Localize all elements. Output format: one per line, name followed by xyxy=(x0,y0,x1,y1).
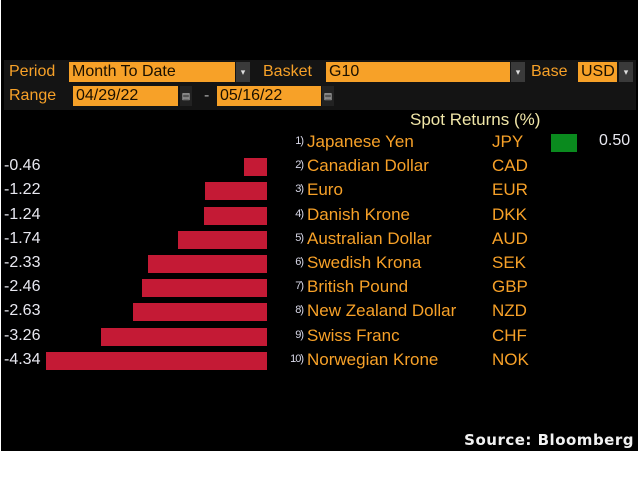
chart-row[interactable]: -2.33 6) Swedish Krona SEK xyxy=(1,252,638,276)
value-label: -1.22 xyxy=(4,181,41,199)
chart-row[interactable]: -1.22 3) Euro EUR xyxy=(1,179,638,203)
period-dropdown-icon[interactable]: ▾ xyxy=(236,62,250,82)
currency-name: Japanese Yen xyxy=(307,132,414,151)
calendar-icon[interactable]: ▤ xyxy=(180,86,192,106)
period-select[interactable]: Month To Date xyxy=(69,62,235,82)
rank-label: 5) xyxy=(295,231,304,244)
negative-bar xyxy=(141,279,267,298)
currency-name: Canadian Dollar xyxy=(307,156,429,176)
chart-row[interactable]: 0.50 1) Japanese Yen JPY xyxy=(1,131,638,155)
value-label: -1.74 xyxy=(4,229,41,247)
rank-label: 7) xyxy=(295,280,304,293)
source-label: Source: Bloomberg xyxy=(464,431,634,449)
base-select[interactable]: USD xyxy=(578,62,617,82)
rank-label: 2) xyxy=(295,159,304,172)
rank-label: 8) xyxy=(295,304,304,317)
period-label: Period xyxy=(9,63,56,80)
value-label: -4.34 xyxy=(4,350,41,368)
rank-label: 1) xyxy=(295,135,304,147)
currency-code: SEK xyxy=(492,253,527,272)
calendar-icon[interactable]: ▤ xyxy=(322,86,334,106)
currency-name: Danish Krone xyxy=(307,204,411,224)
chart-row[interactable]: -3.26 9) Swiss Franc CHF xyxy=(1,325,638,349)
value-label: -2.33 xyxy=(4,254,41,271)
currency-name: Australian Dollar xyxy=(307,228,432,248)
currency-name: Swiss Franc xyxy=(307,325,400,345)
currency-code: EUR xyxy=(492,180,528,200)
rank-label: 3) xyxy=(295,183,304,196)
currency-name: Euro xyxy=(307,180,343,200)
chart-row[interactable]: -2.63 8) New Zealand Dollar NZD xyxy=(1,300,638,324)
basket-select[interactable]: G10 xyxy=(326,62,510,82)
value-label: -3.26 xyxy=(4,326,41,344)
currency-name: Swedish Krona xyxy=(307,253,422,272)
currency-code: CHF xyxy=(492,325,527,345)
chart-row[interactable]: -0.46 2) Canadian Dollar CAD xyxy=(1,155,638,179)
basket-label: Basket xyxy=(263,63,312,80)
range-start-input[interactable]: 04/29/22 xyxy=(73,86,178,106)
negative-bar xyxy=(243,158,267,177)
value-label: -2.63 xyxy=(4,302,41,320)
chart-title: Spot Returns (%) xyxy=(410,110,541,129)
currency-code: NOK xyxy=(492,349,529,369)
chart-row[interactable]: -1.74 5) Australian Dollar AUD xyxy=(1,228,638,252)
rank-label: 9) xyxy=(295,328,304,341)
range-separator: - xyxy=(204,87,210,104)
currency-name: British Pound xyxy=(307,277,409,297)
base-label: Base xyxy=(531,63,568,80)
currency-code: CAD xyxy=(492,156,528,176)
currency-code: NZD xyxy=(492,301,527,321)
negative-bar xyxy=(45,351,267,370)
currency-code: JPY xyxy=(492,132,524,151)
currency-name: New Zealand Dollar xyxy=(307,301,457,321)
chart-row[interactable]: -4.34 10) Norwegian Krone NOK xyxy=(1,349,638,373)
positive-bar xyxy=(551,134,577,152)
bloomberg-terminal: Period Month To Date ▾ Basket G10 ▾ Base… xyxy=(1,0,638,451)
value-label: -1.24 xyxy=(4,205,41,223)
range-label: Range xyxy=(9,87,57,104)
negative-bar xyxy=(132,303,267,322)
currency-code: DKK xyxy=(492,204,527,224)
rank-label: 6) xyxy=(295,256,304,268)
value-label: -0.46 xyxy=(4,157,41,175)
negative-bar xyxy=(100,327,267,346)
base-dropdown-icon[interactable]: ▾ xyxy=(619,62,633,82)
negative-bar xyxy=(178,230,267,249)
chart-row[interactable]: -1.24 4) Danish Krone DKK xyxy=(1,204,638,228)
negative-bar xyxy=(203,206,267,225)
negative-bar xyxy=(204,182,267,201)
currency-code: GBP xyxy=(492,277,528,297)
value-label: 0.50 xyxy=(599,132,631,149)
value-label: -2.46 xyxy=(4,278,41,296)
currency-name: Norwegian Krone xyxy=(307,349,439,369)
basket-dropdown-icon[interactable]: ▾ xyxy=(511,62,525,82)
rank-label: 10) xyxy=(290,352,304,365)
chart-row[interactable]: -2.46 7) British Pound GBP xyxy=(1,276,638,300)
negative-bar xyxy=(148,255,267,273)
range-end-input[interactable]: 05/16/22 xyxy=(217,86,321,106)
controls-panel: Period Month To Date ▾ Basket G10 ▾ Base… xyxy=(4,60,636,110)
rank-label: 4) xyxy=(295,207,304,220)
currency-code: AUD xyxy=(492,228,528,248)
